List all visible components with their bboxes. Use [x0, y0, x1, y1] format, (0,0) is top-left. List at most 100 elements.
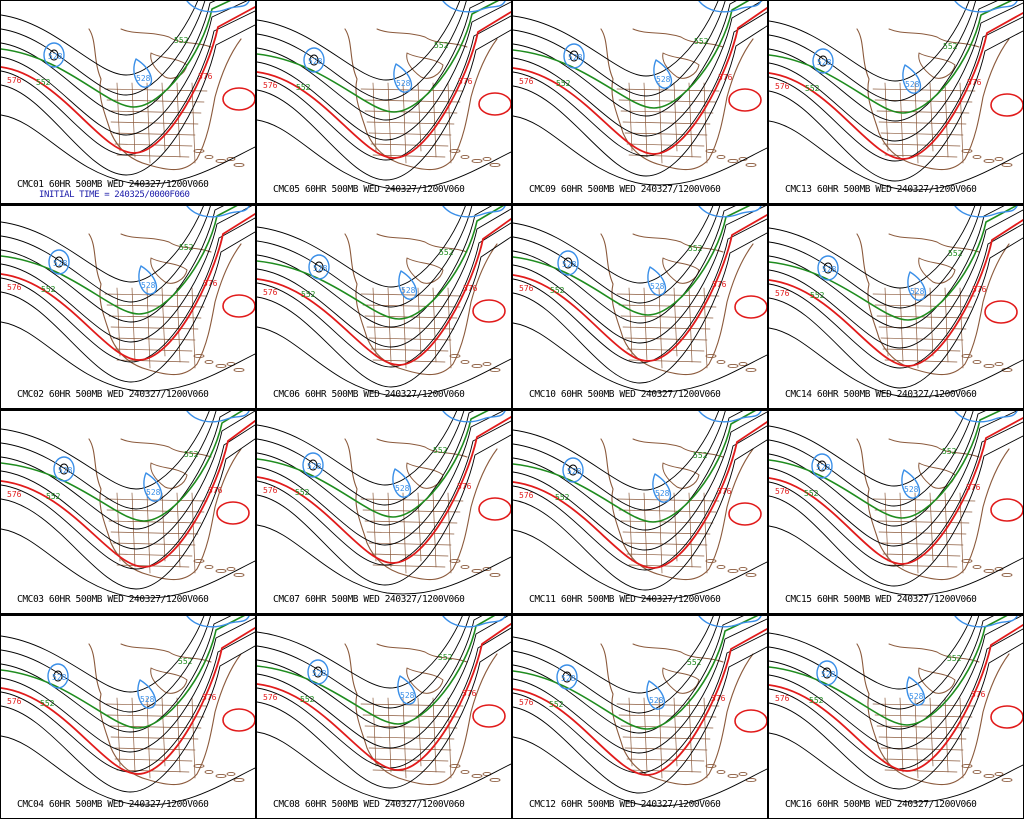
- state-boundary: [131, 492, 136, 568]
- high-contour: [769, 417, 1023, 565]
- contour-label-high: 576: [7, 76, 22, 85]
- height-contour: [1, 617, 255, 753]
- height-contour: [1, 616, 205, 693]
- pacific-low-center: [49, 49, 59, 61]
- contour-label-high: 576: [263, 486, 278, 495]
- height-contour: [257, 1, 511, 141]
- contour-label-mid: 552: [301, 290, 316, 299]
- pacific-low-center: [562, 671, 572, 683]
- state-boundary: [370, 758, 449, 762]
- geography-outline: [856, 28, 1013, 171]
- panel-caption: CMC01 60HR 500MB WED 240327/1200V060: [17, 179, 209, 190]
- height-contour: [257, 411, 505, 546]
- height-contour: [769, 642, 1023, 790]
- pacific-low-contour: [43, 42, 65, 68]
- arctic-low-contour: [954, 411, 1018, 423]
- height-contour-map: 576 576 552 552 528 528: [257, 411, 511, 595]
- height-contour: [513, 529, 767, 600]
- state-boundary: [626, 348, 705, 352]
- state-boundary: [673, 697, 678, 767]
- contour-label-low: 528: [816, 463, 831, 472]
- geography-outline: [600, 233, 757, 376]
- height-contour: [1, 424, 255, 570]
- state-boundary: [673, 82, 678, 152]
- atlantic-high-contour: [990, 93, 1023, 117]
- atlantic-high-contour: [478, 497, 511, 521]
- island-outline: [226, 156, 236, 162]
- island-outline: [1001, 572, 1013, 578]
- height-contour: [1, 645, 255, 793]
- contour-label-high: 576: [971, 690, 986, 699]
- island-outline: [705, 558, 717, 564]
- island-outline: [738, 566, 748, 572]
- height-contour: [513, 25, 767, 177]
- panel-caption: CMC07 60HR 500MB WED 240327/1200V060: [273, 594, 465, 605]
- inland-low-contour: [392, 468, 412, 498]
- arctic-low-contour: [698, 1, 762, 13]
- state-boundary: [131, 697, 136, 773]
- height-contour: [769, 327, 1023, 398]
- geography-outline: [856, 643, 1013, 786]
- ensemble-member-panel: 576 576 552 552 528 528 CMC01 60HR 500MB WED 2…: [1, 1, 255, 203]
- hudson-bay: [150, 52, 188, 79]
- contour-label-mid: 552: [943, 42, 958, 51]
- island-outline: [233, 572, 245, 578]
- atlantic-high-contour: [222, 87, 255, 111]
- state-boundary: [191, 492, 196, 574]
- arctic-low-contour: [954, 616, 1018, 628]
- pacific-low-contour: [812, 48, 834, 74]
- hudson-bay: [406, 257, 444, 284]
- arctic-coastline: [376, 438, 468, 458]
- contour-label-mid: 552: [694, 37, 709, 46]
- coastline: [88, 438, 242, 581]
- atlantic-high-contour: [728, 88, 762, 112]
- island-outline: [193, 353, 205, 359]
- contour-label-low: 528: [307, 462, 322, 471]
- mid-contour: [1, 206, 238, 315]
- contour-label-high: 576: [718, 73, 733, 82]
- contour-label-mid: 552: [942, 447, 957, 456]
- black-contours: [257, 616, 511, 802]
- state-boundary: [884, 154, 958, 158]
- hudson-bay: [918, 667, 956, 694]
- arctic-low-contour: [442, 411, 506, 423]
- state-boundary: [114, 553, 193, 557]
- ensemble-member-panel: 576 576 552 552 528 528 CMC06 60HR 500MB WED 2…: [257, 206, 511, 408]
- ensemble-member-panel: 576 576 552 552 528 528 CMC09 60HR 500MB WED 2…: [513, 1, 767, 203]
- geography-outline: [600, 28, 757, 171]
- state-boundary: [387, 697, 392, 773]
- inland-low-contour: [393, 63, 413, 93]
- state-boundary: [161, 492, 166, 562]
- hudson-bay: [918, 257, 956, 284]
- height-contour: [257, 236, 511, 388]
- hudson-bay: [662, 462, 700, 489]
- contour-label-low: 528: [649, 696, 664, 705]
- arctic-low-contour: [954, 206, 1018, 218]
- contour-label-mid: 552: [179, 243, 194, 252]
- height-contour: [257, 616, 509, 749]
- contour-label-high: 576: [966, 483, 981, 492]
- height-contour: [769, 435, 1023, 587]
- contour-label-low: 528: [821, 670, 836, 679]
- state-boundary: [108, 725, 202, 729]
- height-contour: [513, 439, 767, 591]
- high-contour: [257, 218, 511, 366]
- contour-label-high: 576: [711, 694, 726, 703]
- state-boundary: [872, 88, 976, 92]
- coastline: [856, 643, 1010, 786]
- height-contour-map: 576 576 552 552 528 528: [769, 411, 1023, 596]
- atlantic-high-contour: [472, 704, 506, 728]
- island-outline: [482, 361, 492, 367]
- height-contour: [769, 16, 1023, 162]
- coastline: [600, 643, 754, 786]
- state-boundary: [882, 553, 961, 557]
- contour-label-low: 528: [568, 53, 583, 62]
- island-outline: [215, 158, 227, 164]
- height-contour: [513, 411, 720, 491]
- state-boundary: [146, 82, 151, 164]
- island-outline: [471, 158, 483, 164]
- contour-label-mid: 552: [46, 492, 61, 501]
- height-contour: [769, 411, 974, 507]
- state-boundary: [176, 697, 181, 773]
- state-boundary: [880, 542, 964, 546]
